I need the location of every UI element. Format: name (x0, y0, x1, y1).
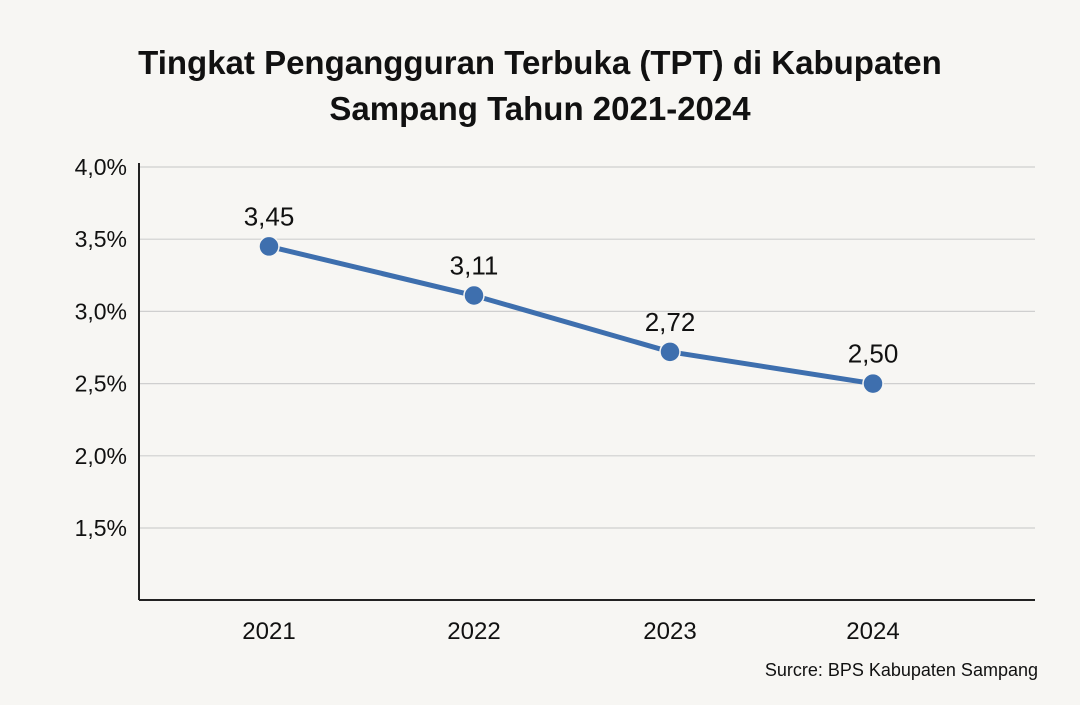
x-tick-label: 2022 (447, 618, 500, 645)
series-line (266, 243, 876, 387)
x-tick-label: 2021 (242, 618, 295, 645)
chart-title-line-1: Tingkat Pengangguran Terbuka (TPT) di Ka… (138, 44, 942, 81)
data-label: 3,45 (244, 201, 295, 231)
data-label: 2,72 (645, 307, 696, 337)
chart-title: Tingkat Pengangguran Terbuka (TPT) di Ka… (0, 40, 1080, 132)
data-point (463, 284, 485, 307)
source-note: Surcre: BPS Kabupaten Sampang (764, 660, 1038, 680)
data-label: 2,50 (848, 339, 899, 369)
data-point (862, 372, 884, 395)
x-tick-label: 2024 (846, 618, 899, 645)
x-tick-label: 2023 (643, 618, 696, 645)
y-tick-label: 4,0% (75, 154, 127, 180)
y-tick-label: 2,5% (75, 371, 127, 397)
y-tick-label: 3,0% (75, 298, 127, 324)
chart-title-line-2: Sampang Tahun 2021-2024 (329, 90, 751, 127)
y-tick-label: 1,5% (75, 515, 127, 541)
y-tick-label: 2,0% (75, 443, 127, 469)
data-point (258, 235, 280, 258)
data-label: 3,11 (450, 251, 499, 281)
data-point (659, 341, 681, 363)
y-tick-label: 3,5% (75, 226, 127, 252)
